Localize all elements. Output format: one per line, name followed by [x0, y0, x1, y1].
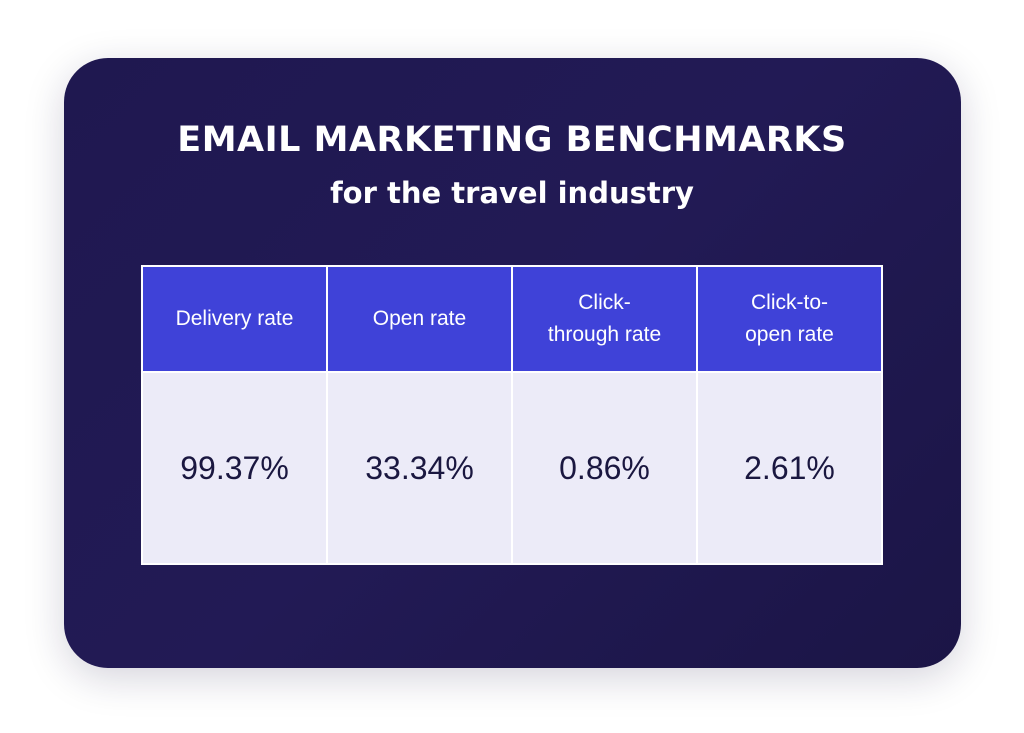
- table-row: 99.37% 33.34% 0.86% 2.61%: [141, 371, 883, 565]
- chart-title: EMAIL MARKETING BENCHMARKS: [177, 120, 847, 160]
- cell-click-to-open-rate: 2.61%: [696, 371, 883, 565]
- cell-delivery-rate: 99.37%: [141, 371, 328, 565]
- column-header-delivery-rate: Delivery rate: [141, 265, 328, 373]
- cell-open-rate: 33.34%: [326, 371, 513, 565]
- benchmark-table: Delivery rate Open rate Click-through ra…: [141, 265, 883, 565]
- column-header-click-to-open-rate: Click-to-open rate: [696, 265, 883, 373]
- cell-click-through-rate: 0.86%: [511, 371, 698, 565]
- table-header-row: Delivery rate Open rate Click-through ra…: [141, 265, 883, 373]
- column-header-click-through-rate: Click-through rate: [511, 265, 698, 373]
- chart-subtitle: for the travel industry: [330, 176, 694, 210]
- column-header-open-rate: Open rate: [326, 265, 513, 373]
